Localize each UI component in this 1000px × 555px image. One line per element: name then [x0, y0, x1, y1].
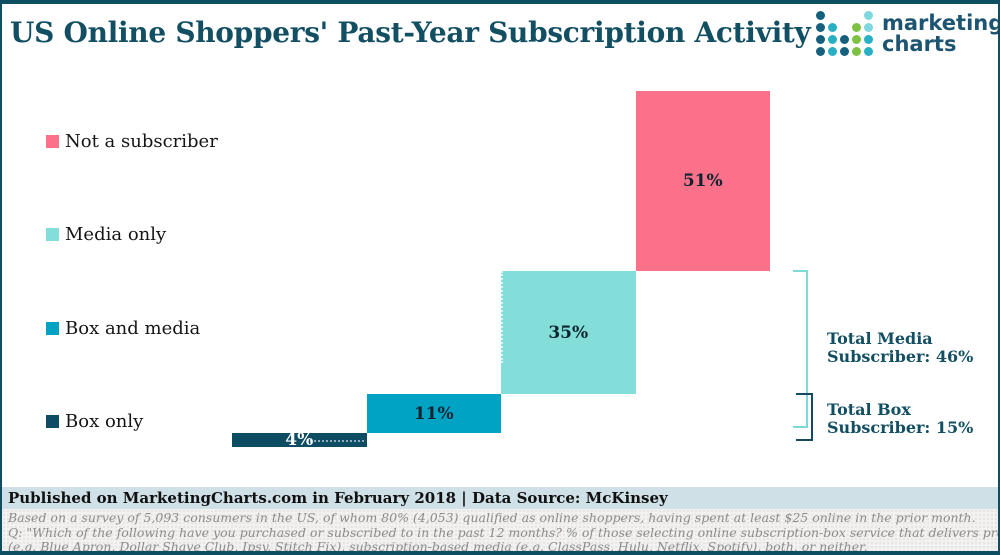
logo-dot-dark	[815, 10, 827, 22]
footnote-line: Q: "Which of the following have you purc…	[8, 524, 1000, 540]
logo-dot-teal	[827, 22, 839, 34]
total-media-line1: Total Media	[827, 329, 933, 348]
logo-dot-dark	[839, 46, 851, 58]
bar-value-label: 4%	[285, 429, 314, 450]
legend-item-not-a-subscriber: Not a subscriber	[46, 131, 218, 152]
logo-dot-dark	[815, 34, 827, 46]
total-media-line2: Subscriber: 46%	[827, 347, 974, 366]
logo-dot-empty	[827, 10, 839, 22]
page-title: US Online Shoppers' Past-Year Subscripti…	[10, 16, 811, 49]
logo-dot-empty	[839, 10, 851, 22]
legend-item-box-and-media: Box and media	[46, 318, 200, 339]
legend-label: Box only	[65, 411, 144, 432]
logo-dot-empty	[839, 22, 851, 34]
legend-item-box-only: Box only	[46, 411, 143, 432]
logo-dot-green	[851, 34, 863, 46]
logo-dot-empty	[851, 10, 863, 22]
footnote-line: (e.g. Blue Apron, Dollar Shave Club, Ips…	[8, 539, 868, 554]
bar-value-label: 11%	[413, 403, 454, 424]
footnote-block: Based on a survey of 5,093 consumers in …	[2, 509, 998, 551]
total-media-annotation: Total Media Subscriber: 46%	[827, 330, 973, 366]
legend-label: Not a subscriber	[65, 131, 218, 152]
logo-dot-teal	[827, 46, 839, 58]
total-box-bracket	[796, 393, 813, 441]
logo-dot-dark	[839, 34, 851, 46]
bar-box-only: 4%	[232, 429, 367, 450]
logo-dot-dark	[815, 22, 827, 34]
logo-dot-light	[863, 10, 875, 22]
logo-text: marketing charts	[882, 10, 1000, 56]
legend-label: Media only	[65, 224, 167, 245]
logo-dot-green	[851, 46, 863, 58]
logo-dot-teal	[863, 46, 875, 58]
bar-value-label: 35%	[548, 322, 589, 343]
total-media-bracket	[793, 270, 808, 428]
logo-dots-icon	[815, 10, 875, 58]
legend-item-media-only: Media only	[46, 224, 166, 245]
total-box-annotation: Total Box Subscriber: 15%	[827, 401, 973, 437]
bar-box-and-media: 11%	[366, 394, 501, 433]
logo-word-charts: charts	[882, 32, 957, 56]
logo-dot-light	[863, 22, 875, 34]
legend-label: Box and media	[65, 318, 201, 339]
bar-not-a-subscriber: 51%	[635, 91, 770, 271]
legend-swatch-teal	[46, 322, 59, 335]
total-box-line2: Subscriber: 15%	[827, 418, 974, 437]
legend-swatch-dark-teal	[46, 415, 59, 428]
logo-dot-green	[851, 22, 863, 34]
logo-word-marketing: marketing	[882, 11, 1000, 35]
footnote-line: Based on a survey of 5,093 consumers in …	[8, 510, 976, 525]
bar-media-only: 35%	[501, 271, 636, 395]
logo-dot-teal	[827, 34, 839, 46]
logo-dot-teal	[863, 34, 875, 46]
marketingcharts-logo: marketing charts	[815, 10, 1000, 58]
published-source-bar: Published on MarketingCharts.com in Febr…	[2, 487, 998, 509]
total-box-line1: Total Box	[827, 400, 911, 419]
bar-value-label: 51%	[682, 171, 723, 192]
legend-swatch-light-teal	[46, 228, 59, 241]
legend-swatch-pink	[46, 135, 59, 148]
logo-dot-dark	[815, 46, 827, 58]
